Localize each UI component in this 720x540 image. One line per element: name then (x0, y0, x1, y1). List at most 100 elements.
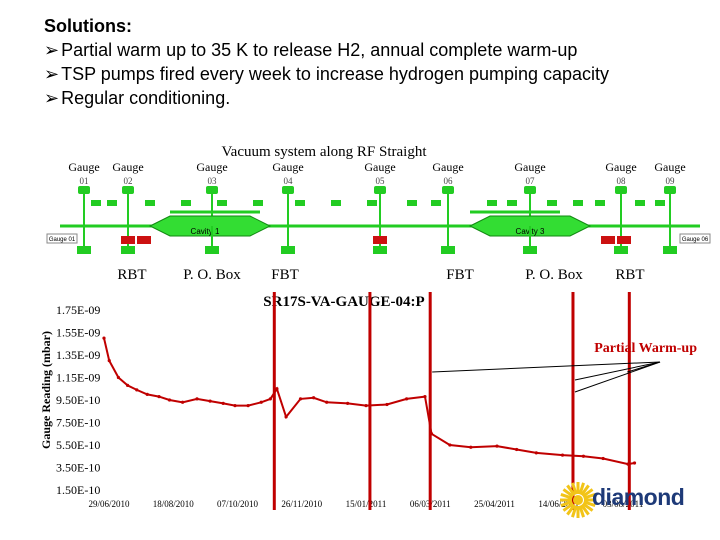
logo-burst-icon (560, 482, 596, 518)
y-tick-label: 7.50E-10 (56, 416, 100, 430)
data-point (601, 456, 605, 461)
gauge-icon (282, 186, 294, 194)
gauge-label: Gauge (514, 160, 545, 174)
pump-icon (441, 246, 455, 254)
pump-icon (281, 246, 295, 254)
annotation-label: Partial Warm-up (594, 341, 697, 356)
burst-ray (562, 488, 575, 498)
data-point (259, 400, 263, 404)
gauge-number: 08 (617, 176, 627, 186)
valve-icon (595, 200, 605, 206)
data-point (275, 387, 279, 391)
gauge-number: 06 (444, 176, 454, 186)
y-tick-label: 1.50E-10 (56, 483, 100, 497)
vacuum-schematic: Vacuum system along RF Straight Gauge01G… (46, 144, 711, 283)
valve-icon (107, 200, 117, 206)
section-label: P. O. Box (525, 267, 583, 283)
gauge-number: 04 (284, 176, 294, 186)
valve-icon (331, 200, 341, 206)
pump-icon (373, 246, 387, 254)
data-point (448, 443, 452, 447)
solutions-block: Solutions: Partial warm up to 35 K to re… (44, 14, 609, 110)
annotation-arrow (627, 361, 661, 373)
valve-icon (367, 200, 377, 206)
data-point (246, 404, 250, 408)
gauge-label: Gauge (196, 160, 227, 174)
data-point (469, 445, 473, 449)
data-point (534, 451, 538, 455)
data-point (107, 359, 111, 363)
gauge-label: Gauge (432, 160, 463, 174)
annotation-arrow (432, 361, 661, 373)
burst-ray (578, 482, 585, 495)
annotation-arrow (574, 361, 661, 393)
gauge-icon (524, 186, 536, 194)
burst-ray (566, 503, 576, 516)
gauge-label: Gauge (112, 160, 143, 174)
data-point (581, 454, 586, 458)
gauge-icon (78, 186, 90, 194)
section-label: RBT (615, 267, 644, 283)
burst-ray (560, 493, 573, 500)
burst-ray (583, 500, 596, 507)
data-point (157, 395, 161, 399)
y-tick-label: 1.55E-09 (56, 326, 100, 340)
x-tick-label: 03/08/2011 (603, 499, 644, 509)
valve-icon (507, 200, 517, 206)
burst-ray (583, 493, 596, 500)
y-tick-labels: 1.75E-09 1.55E-09 1.35E-09 1.15E-09 9.50E-10… (56, 303, 100, 497)
data-point (346, 401, 350, 405)
data-point (268, 397, 272, 401)
data-point (385, 402, 389, 407)
pump-icon (523, 246, 537, 254)
data-point (167, 398, 172, 402)
gauge-label: Gauge (272, 160, 303, 174)
gauge-number: 05 (376, 176, 386, 186)
burst-ray (571, 505, 578, 518)
burst-ray (566, 484, 576, 497)
warmup-lines (272, 292, 631, 510)
valve-icon (181, 200, 191, 206)
data-point (632, 461, 637, 465)
valve-icon (145, 200, 155, 206)
gauge-label: Gauge (605, 160, 636, 174)
small-label: Gauge 06 (682, 237, 709, 243)
section-label: FBT (271, 267, 299, 283)
x-tick-label: 15/01/2011 (346, 499, 387, 509)
valve-icon (431, 200, 441, 206)
gauge-icon (206, 186, 218, 194)
y-tick-label: 3.50E-10 (56, 461, 100, 475)
pump-icon (614, 246, 628, 254)
x-tick-label: 26/11/2010 (281, 499, 322, 509)
x-tick-label: 07/10/2010 (217, 499, 259, 509)
data-point (423, 395, 427, 399)
y-tick-label: 9.50E-10 (56, 393, 100, 407)
burst-ray (560, 500, 573, 507)
data-point (145, 392, 149, 396)
small-label-box (679, 233, 711, 244)
small-label-box (46, 233, 78, 244)
gauge-label: Gauge (68, 160, 99, 174)
gauge-number: 01 (80, 176, 89, 186)
logo-text: diamond (592, 484, 685, 510)
data-point (135, 388, 139, 392)
data-point (325, 400, 329, 404)
red-pump-icon (137, 236, 151, 244)
data-point (195, 397, 199, 401)
valve-icon (91, 200, 101, 206)
solution-item-2: TSP pumps fired every week to increase h… (44, 62, 609, 86)
red-pump-icon (373, 236, 387, 244)
data-point (208, 399, 212, 403)
valve-icon (573, 200, 583, 206)
x-tick-label: 18/08/2010 (153, 499, 195, 509)
annotation-arrow (574, 361, 661, 381)
pump-icon (663, 246, 677, 254)
burst-ray (571, 482, 578, 495)
gauge-labels: Gauge 01 Gauge 02 Gauge 03 Gauge 04 Gauge 05 Gauge… (68, 160, 685, 186)
y-tick-label: 1.75E-09 (56, 303, 100, 317)
burst-ray (581, 488, 594, 498)
gauge-number: 09 (666, 176, 676, 186)
data-point (515, 447, 519, 452)
data-point (221, 401, 225, 405)
